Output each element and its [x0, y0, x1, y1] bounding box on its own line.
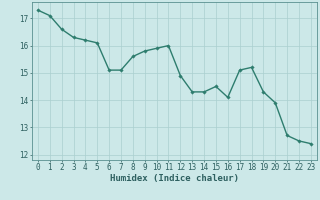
X-axis label: Humidex (Indice chaleur): Humidex (Indice chaleur): [110, 174, 239, 183]
